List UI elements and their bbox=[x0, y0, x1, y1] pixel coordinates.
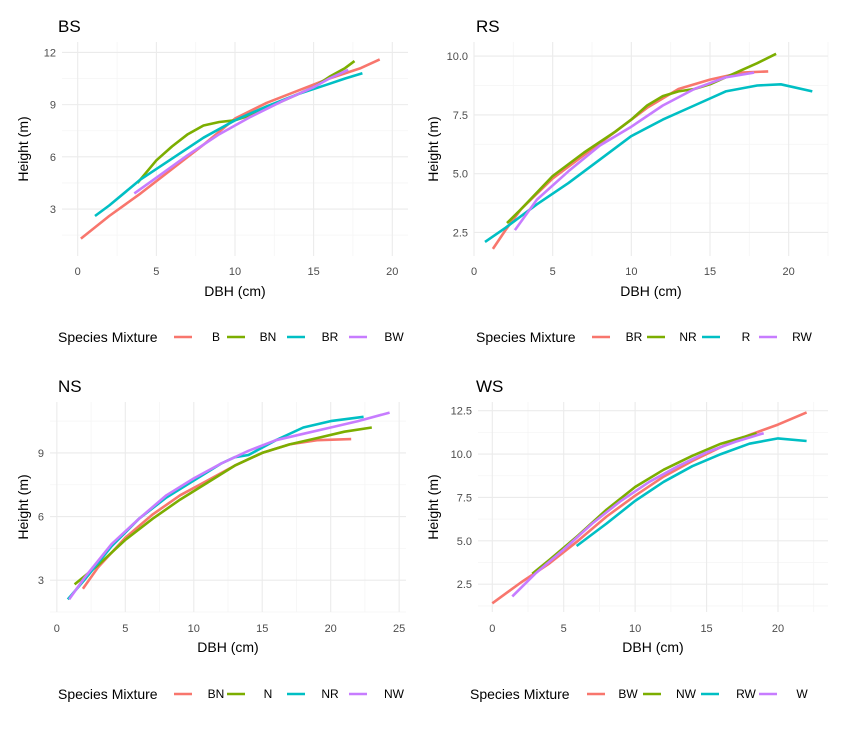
x-tick-label: 10 bbox=[188, 623, 200, 635]
panel-ns: 0 5 10 15 20 25 3 6 9 NS DBH (cm) Height (m) Species… bbox=[15, 377, 406, 702]
legend-label: B bbox=[212, 330, 220, 344]
series-line-rw bbox=[575, 437, 807, 548]
series-line-bn bbox=[81, 437, 352, 590]
legend-title: Species Mixture bbox=[476, 329, 576, 345]
series-line-br bbox=[94, 72, 363, 218]
series-line-w bbox=[511, 431, 765, 598]
series-line-rw bbox=[513, 71, 755, 231]
y-tick-label: 7.5 bbox=[457, 492, 472, 504]
x-tick-label: 0 bbox=[471, 266, 477, 278]
legend-label: BR bbox=[322, 330, 339, 344]
panel-ws: 0 5 10 15 20 2.5 5.0 7.5 10.0 12.5 WS DBH (cm) Heigh… bbox=[425, 377, 828, 702]
x-tick-label: 15 bbox=[308, 266, 320, 278]
y-tick-label: 2.5 bbox=[457, 579, 472, 591]
series-line-br bbox=[491, 70, 769, 250]
x-tick-label: 5 bbox=[561, 623, 567, 635]
x-axis-label: DBH (cm) bbox=[620, 283, 681, 299]
y-tick-label: 6 bbox=[50, 152, 56, 164]
legend-label: N bbox=[264, 687, 273, 701]
x-tick-label: 15 bbox=[704, 266, 716, 278]
x-tick-label: 25 bbox=[393, 623, 405, 635]
legend-label: NW bbox=[676, 687, 697, 701]
x-tick-label: 10 bbox=[625, 266, 637, 278]
legend: Species Mixture BW NW RW W bbox=[470, 686, 808, 702]
legend-label: W bbox=[796, 687, 808, 701]
x-tick-label: 0 bbox=[54, 623, 60, 635]
legend: Species Mixture BN N NR NW bbox=[58, 686, 405, 702]
series-line-n bbox=[73, 426, 372, 586]
y-tick-label: 10.0 bbox=[447, 51, 468, 63]
y-axis-label: Height (m) bbox=[425, 116, 441, 181]
y-tick-label: 5.0 bbox=[453, 169, 468, 181]
legend-label: R bbox=[742, 330, 751, 344]
x-tick-label: 20 bbox=[783, 266, 795, 278]
y-tick-label: 7.5 bbox=[453, 110, 468, 122]
x-tick-label: 0 bbox=[75, 266, 81, 278]
panel-title: NS bbox=[58, 377, 82, 396]
series-line-b bbox=[80, 58, 381, 240]
panel-title: BS bbox=[58, 17, 81, 36]
legend-label: RW bbox=[792, 330, 812, 344]
legend-title: Species Mixture bbox=[470, 686, 570, 702]
legend-label: BN bbox=[208, 687, 225, 701]
series-line-bw bbox=[133, 68, 349, 195]
y-axis-label: Height (m) bbox=[15, 474, 31, 539]
legend-label: BW bbox=[618, 687, 638, 701]
legend-label: NR bbox=[321, 687, 339, 701]
series-line-nw bbox=[68, 411, 390, 601]
legend-title: Species Mixture bbox=[58, 329, 158, 345]
panel-title: WS bbox=[476, 377, 503, 396]
y-tick-label: 3 bbox=[50, 204, 56, 216]
x-axis-label: DBH (cm) bbox=[197, 639, 258, 655]
x-axis-label: DBH (cm) bbox=[204, 283, 265, 299]
y-tick-label: 6 bbox=[38, 512, 44, 524]
legend-label: BR bbox=[626, 330, 643, 344]
y-tick-label: 10.0 bbox=[451, 449, 472, 461]
x-tick-label: 15 bbox=[256, 623, 268, 635]
panel-rs: 0 5 10 15 20 2.5 5.0 7.5 10.0 RS DBH (cm) Height (m… bbox=[425, 17, 829, 345]
x-tick-label: 20 bbox=[325, 623, 337, 635]
series-line-nr bbox=[66, 415, 364, 601]
x-tick-label: 0 bbox=[489, 623, 495, 635]
x-tick-label: 10 bbox=[229, 266, 241, 278]
y-tick-label: 9 bbox=[50, 100, 56, 112]
x-tick-label: 5 bbox=[122, 623, 128, 635]
y-tick-label: 2.5 bbox=[453, 227, 468, 239]
y-tick-label: 12 bbox=[44, 47, 56, 59]
x-tick-label: 5 bbox=[153, 266, 159, 278]
legend-label: RW bbox=[736, 687, 756, 701]
x-tick-label: 20 bbox=[772, 623, 784, 635]
legend-title: Species Mixture bbox=[58, 686, 158, 702]
legend-label: BN bbox=[260, 330, 277, 344]
legend-label: NW bbox=[384, 687, 405, 701]
series-line-nw bbox=[531, 431, 757, 575]
y-tick-label: 5.0 bbox=[457, 536, 472, 548]
y-tick-label: 9 bbox=[38, 448, 44, 460]
y-axis-label: Height (m) bbox=[425, 474, 441, 539]
x-tick-label: 15 bbox=[700, 623, 712, 635]
legend-label: NR bbox=[679, 330, 697, 344]
x-tick-label: 10 bbox=[629, 623, 641, 635]
x-axis-label: DBH (cm) bbox=[622, 639, 683, 655]
legend-label: BW bbox=[384, 330, 404, 344]
y-tick-label: 12.5 bbox=[451, 406, 472, 418]
legend: Species Mixture BR NR R RW bbox=[476, 329, 813, 345]
legend: Species Mixture B BN BR BW bbox=[58, 329, 404, 345]
y-axis-label: Height (m) bbox=[15, 116, 31, 181]
series-line-bn bbox=[136, 60, 356, 184]
panel-title: RS bbox=[476, 17, 500, 36]
y-tick-label: 3 bbox=[38, 575, 44, 587]
series-line-nr bbox=[506, 52, 777, 225]
x-tick-label: 20 bbox=[386, 266, 398, 278]
x-tick-label: 5 bbox=[550, 266, 556, 278]
